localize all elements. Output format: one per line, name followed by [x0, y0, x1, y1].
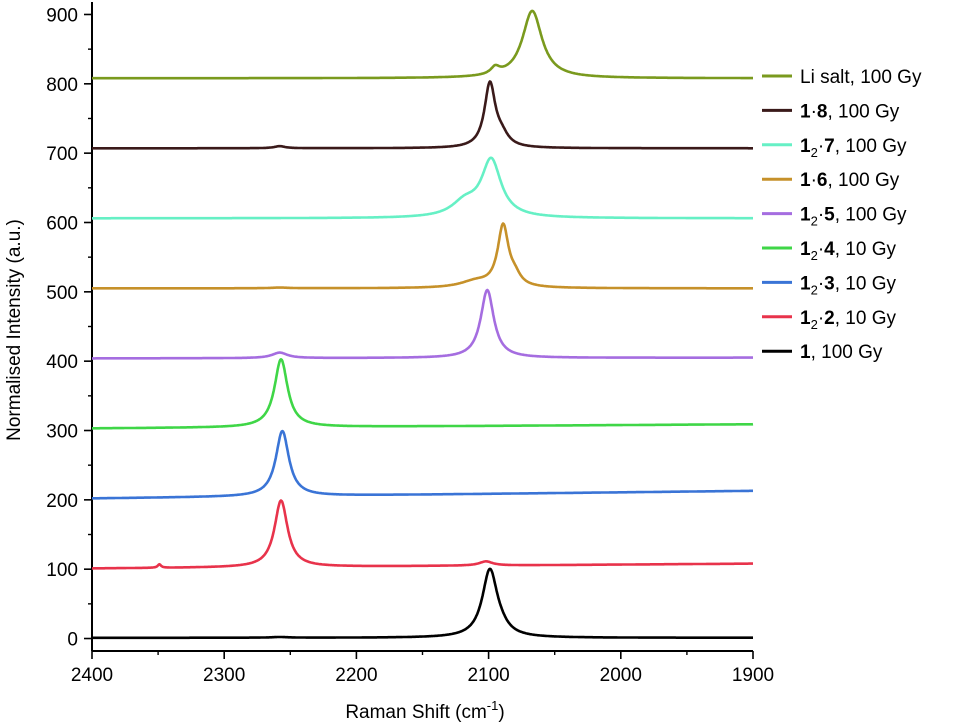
legend-label: 12·5, 100 Gy: [800, 205, 907, 229]
series-line-4: [91, 358, 754, 430]
x-tick-label: 2100: [467, 665, 509, 686]
axes: 0 100 200 300 400 500 600 700 800 900 2400 2300 2200…: [46, 2, 774, 686]
y-tick-label: 100: [46, 560, 78, 581]
y-tick-label: 600: [46, 213, 78, 234]
legend-label: Li salt, 100 Gy: [800, 67, 922, 88]
series-line-3: [91, 429, 754, 500]
series-line-7: [91, 156, 754, 220]
y-tick-label: 0: [67, 630, 78, 651]
legend-label: 12·3, 10 Gy: [800, 273, 896, 297]
series-line-9: [91, 9, 754, 80]
x-tick-label: 2200: [335, 665, 377, 686]
legend: Li salt, 100 Gy 1·8, 100 Gy 12·7, 100 Gy 1·…: [762, 67, 922, 363]
y-tick-label: 300: [46, 422, 78, 443]
series-layer: [91, 9, 754, 640]
y-tick-label: 500: [46, 283, 78, 304]
legend-label: 12·4, 10 Gy: [800, 239, 896, 263]
series-line-1: [91, 567, 754, 640]
series-line-8: [91, 80, 754, 150]
x-tick-label: 2300: [203, 665, 245, 686]
x-tick-label: 1900: [732, 665, 774, 686]
y-tick-label: 700: [46, 144, 78, 165]
y-tick-label: 900: [46, 5, 78, 26]
x-tick-label: 2400: [71, 665, 113, 686]
y-tick-label: 400: [46, 352, 78, 373]
legend-label: 1·6, 100 Gy: [800, 170, 900, 191]
y-tick-label: 200: [46, 491, 78, 512]
legend-label: 12·7, 100 Gy: [800, 136, 907, 160]
series-line-6: [91, 222, 754, 290]
x-tick-label: 2000: [600, 665, 642, 686]
legend-label: 1, 100 Gy: [800, 342, 883, 363]
series-line-5: [91, 288, 754, 360]
y-tick-label: 800: [46, 75, 78, 96]
legend-label: 12·2, 10 Gy: [800, 308, 896, 332]
y-axis-title: Normalised Intensity (a.u.): [4, 219, 25, 441]
series-line-2: [91, 499, 754, 570]
x-axis-title: Raman Shift (cm-1): [345, 698, 504, 723]
legend-label: 1·8, 100 Gy: [800, 101, 900, 122]
